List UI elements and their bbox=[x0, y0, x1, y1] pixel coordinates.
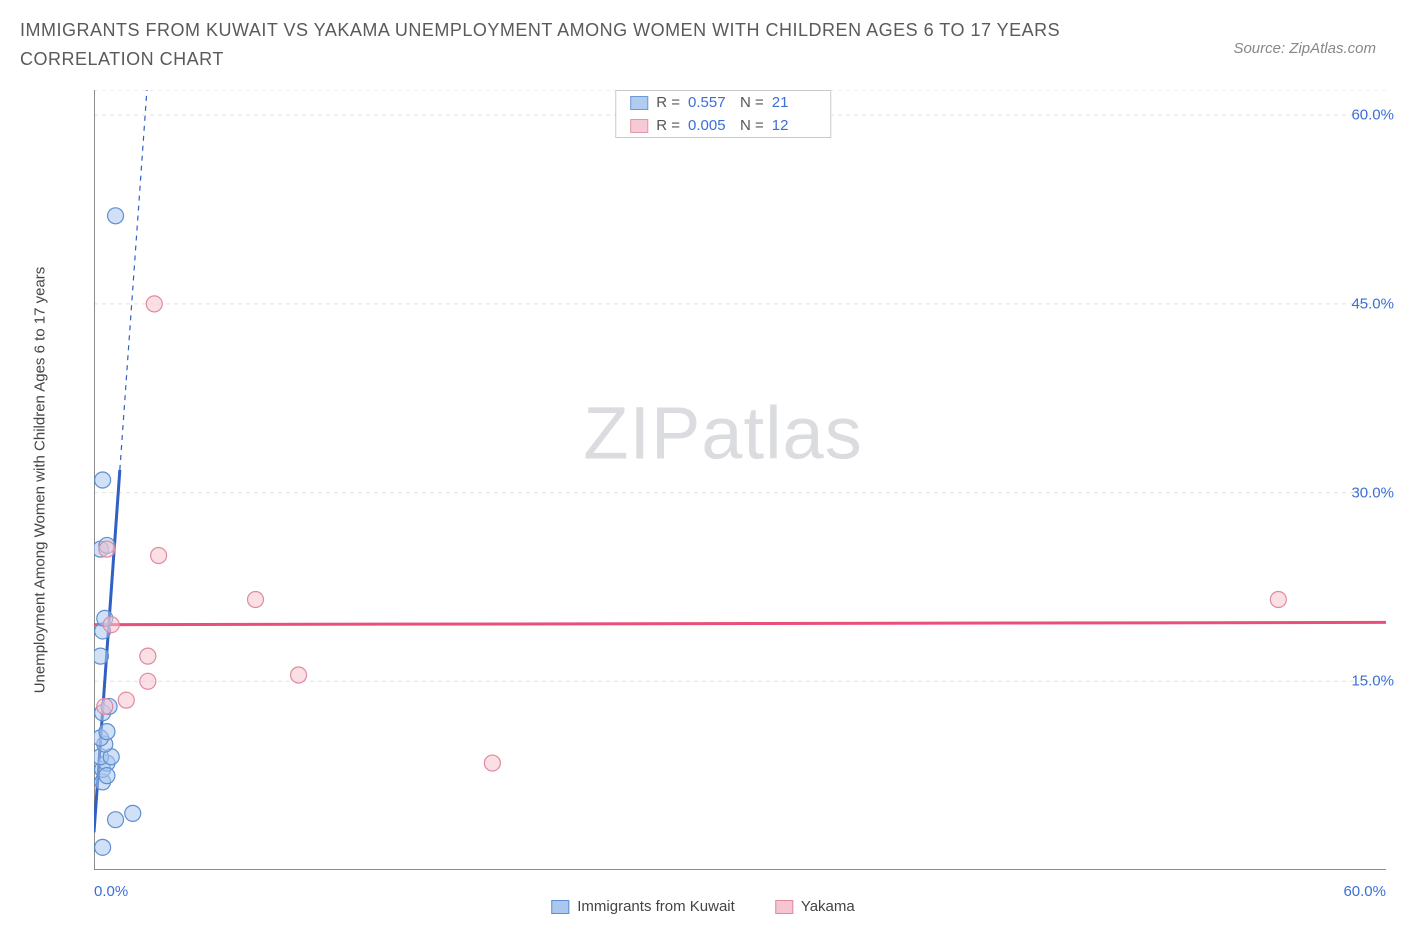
y-tick-label: 30.0% bbox=[1351, 484, 1394, 501]
x-tick-max: 60.0% bbox=[1343, 883, 1386, 900]
chart-area: Unemployment Among Women with Children A… bbox=[60, 90, 1386, 870]
legend-r-label: R = bbox=[656, 94, 680, 111]
correlation-legend: R = 0.557 N = 21 R = 0.005 N = 12 bbox=[615, 90, 831, 138]
legend-n-label: N = bbox=[740, 117, 764, 134]
source-label: Source: ZipAtlas.com bbox=[1233, 40, 1376, 57]
legend-swatch bbox=[551, 900, 569, 914]
series-legend-item: Yakama bbox=[775, 898, 855, 915]
legend-n-value: 21 bbox=[772, 94, 816, 111]
legend-r-value: 0.557 bbox=[688, 94, 732, 111]
series-legend-item: Immigrants from Kuwait bbox=[551, 898, 735, 915]
y-axis-label: Unemployment Among Women with Children A… bbox=[32, 267, 49, 694]
series-name: Yakama bbox=[801, 898, 855, 915]
legend-n-value: 12 bbox=[772, 117, 816, 134]
legend-r-value: 0.005 bbox=[688, 117, 732, 134]
y-tick-label: 15.0% bbox=[1351, 673, 1394, 690]
legend-swatch bbox=[630, 119, 648, 133]
series-name: Immigrants from Kuwait bbox=[577, 898, 735, 915]
legend-n-label: N = bbox=[740, 94, 764, 111]
scatter-plot bbox=[94, 90, 1386, 870]
y-tick-label: 60.0% bbox=[1351, 107, 1394, 124]
legend-swatch bbox=[775, 900, 793, 914]
y-tick-label: 45.0% bbox=[1351, 295, 1394, 312]
legend-swatch bbox=[630, 96, 648, 110]
series-legend: Immigrants from Kuwait Yakama bbox=[551, 898, 854, 915]
legend-row: R = 0.557 N = 21 bbox=[616, 91, 830, 114]
chart-title: IMMIGRANTS FROM KUWAIT VS YAKAMA UNEMPLO… bbox=[20, 16, 1140, 74]
legend-row: R = 0.005 N = 12 bbox=[616, 114, 830, 137]
x-tick-min: 0.0% bbox=[94, 883, 128, 900]
legend-r-label: R = bbox=[656, 117, 680, 134]
